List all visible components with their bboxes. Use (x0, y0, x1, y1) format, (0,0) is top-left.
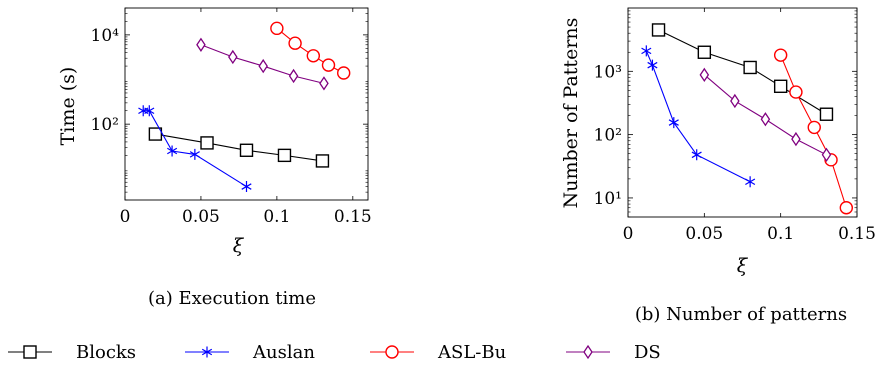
legend-blocks-marker (23, 345, 37, 359)
legend: Blocks Auslan ASL-Bu DS (8, 342, 661, 363)
chart-a-plot-frame (124, 7, 369, 201)
chart-a-blocks-point (200, 136, 214, 150)
chart-b-asl-bu-point (839, 201, 854, 215)
chart-b-ytick-label: 10² (594, 126, 622, 146)
chart-b-asl-bu-point (789, 85, 803, 99)
chart-a-ds-point (258, 58, 268, 74)
chart-a-ticks: 0 0.05 0.1 0.15 10² 10⁴ (91, 7, 372, 227)
legend-asl-bu-marker (385, 345, 399, 359)
chart-execution-time: 0 0.05 0.1 0.15 10² 10⁴ ξ Time (s) (a) Execut… (57, 7, 372, 309)
chart-a-asl-bu-point (306, 49, 321, 63)
chart-b-xlabel: ξ (737, 255, 749, 277)
chart-a-blocks-point (239, 143, 254, 157)
legend-blocks-label: Blocks (76, 342, 136, 363)
chart-a-ytick-label: 10⁴ (91, 26, 120, 46)
chart-a-asl-bu-point (270, 21, 284, 36)
chart-b-ds-point (699, 67, 710, 83)
legend-auslan-marker (201, 346, 213, 358)
chart-b-ticks: 0 0.05 0.1 0.15 10¹ 10² 10³ (594, 8, 875, 244)
chart-b-ds-point (821, 147, 832, 162)
chart-a-xtick-label: 0 (120, 207, 131, 227)
chart-a-asl-bu-point (337, 66, 351, 80)
chart-a-marks (124, 7, 369, 201)
chart-b-auslan-line (645, 50, 751, 183)
chart-a-blocks-line (155, 133, 323, 162)
chart-a-auslan-point (167, 145, 178, 157)
chart-a-xlabel: ξ (233, 235, 245, 257)
chart-b-blocks-point (773, 79, 788, 93)
legend-asl-bu-label: ASL-Bu (437, 342, 506, 363)
chart-a-auslan-point (144, 105, 155, 117)
chart-b-auslan-point (668, 117, 679, 129)
chart-b-caption: (b) Number of patterns (635, 304, 847, 325)
chart-a-ds-point (288, 68, 299, 84)
chart-a-auslan-line (143, 110, 247, 188)
chart-a-ytick-label: 10² (91, 115, 119, 135)
chart-b-ds-point (791, 131, 801, 147)
chart-b-asl-bu-point (807, 120, 821, 135)
chart-b-asl-bu-point (773, 48, 788, 62)
chart-b-ytick-label: 10³ (594, 62, 622, 82)
chart-a-blocks-point (315, 154, 330, 168)
chart-b-auslan-point (745, 176, 756, 188)
chart-b-ds-point (760, 112, 771, 127)
chart-a-xtick-label: 0.15 (334, 207, 372, 227)
chart-b-ytick-label: 10¹ (594, 189, 622, 209)
chart-b-blocks-point (819, 107, 834, 121)
legend-ds-marker (583, 344, 593, 360)
chart-a-ds-point (319, 76, 329, 91)
chart-b-blocks-point (743, 60, 757, 75)
chart-b-xtick-label: 0.1 (767, 224, 794, 244)
chart-b-blocks-point (697, 45, 712, 59)
legend-ds-label: DS (634, 342, 661, 363)
chart-a-blocks-point (148, 127, 163, 141)
chart-a-xtick-label: 0.05 (182, 207, 220, 227)
chart-a-ds-point (196, 37, 206, 52)
chart-b-auslan-point (647, 59, 658, 71)
chart-a-auslan-point (241, 181, 252, 193)
chart-a-ylabel: Time (s) (57, 67, 79, 146)
chart-a-ds-point (228, 49, 238, 65)
chart-b-ds-point (730, 93, 740, 109)
chart-b-marks (627, 7, 858, 218)
chart-b-blocks-point (651, 23, 666, 37)
legend-auslan-label: Auslan (252, 342, 315, 363)
chart-b-plot-frame (627, 7, 858, 218)
chart-b-xtick-label: 0.05 (685, 224, 723, 244)
chart-a-caption: (a) Execution time (148, 288, 316, 309)
chart-a-asl-bu-point (321, 58, 336, 72)
chart-a-asl-bu-point (288, 36, 302, 50)
chart-a-blocks-point (277, 148, 292, 163)
chart-b-auslan-point (691, 149, 702, 161)
chart-a-auslan-point (189, 148, 200, 160)
chart-b-xtick-label: 0 (623, 224, 634, 244)
chart-b-auslan-point (641, 45, 652, 57)
chart-a-xtick-label: 0.1 (263, 207, 290, 227)
chart-b-ylabel: Number of Patterns (560, 18, 582, 209)
chart-b-xtick-label: 0.15 (838, 224, 875, 244)
chart-number-of-patterns: 0 0.05 0.1 0.15 10¹ 10² 10³ ξ Number of Patter… (560, 7, 875, 325)
